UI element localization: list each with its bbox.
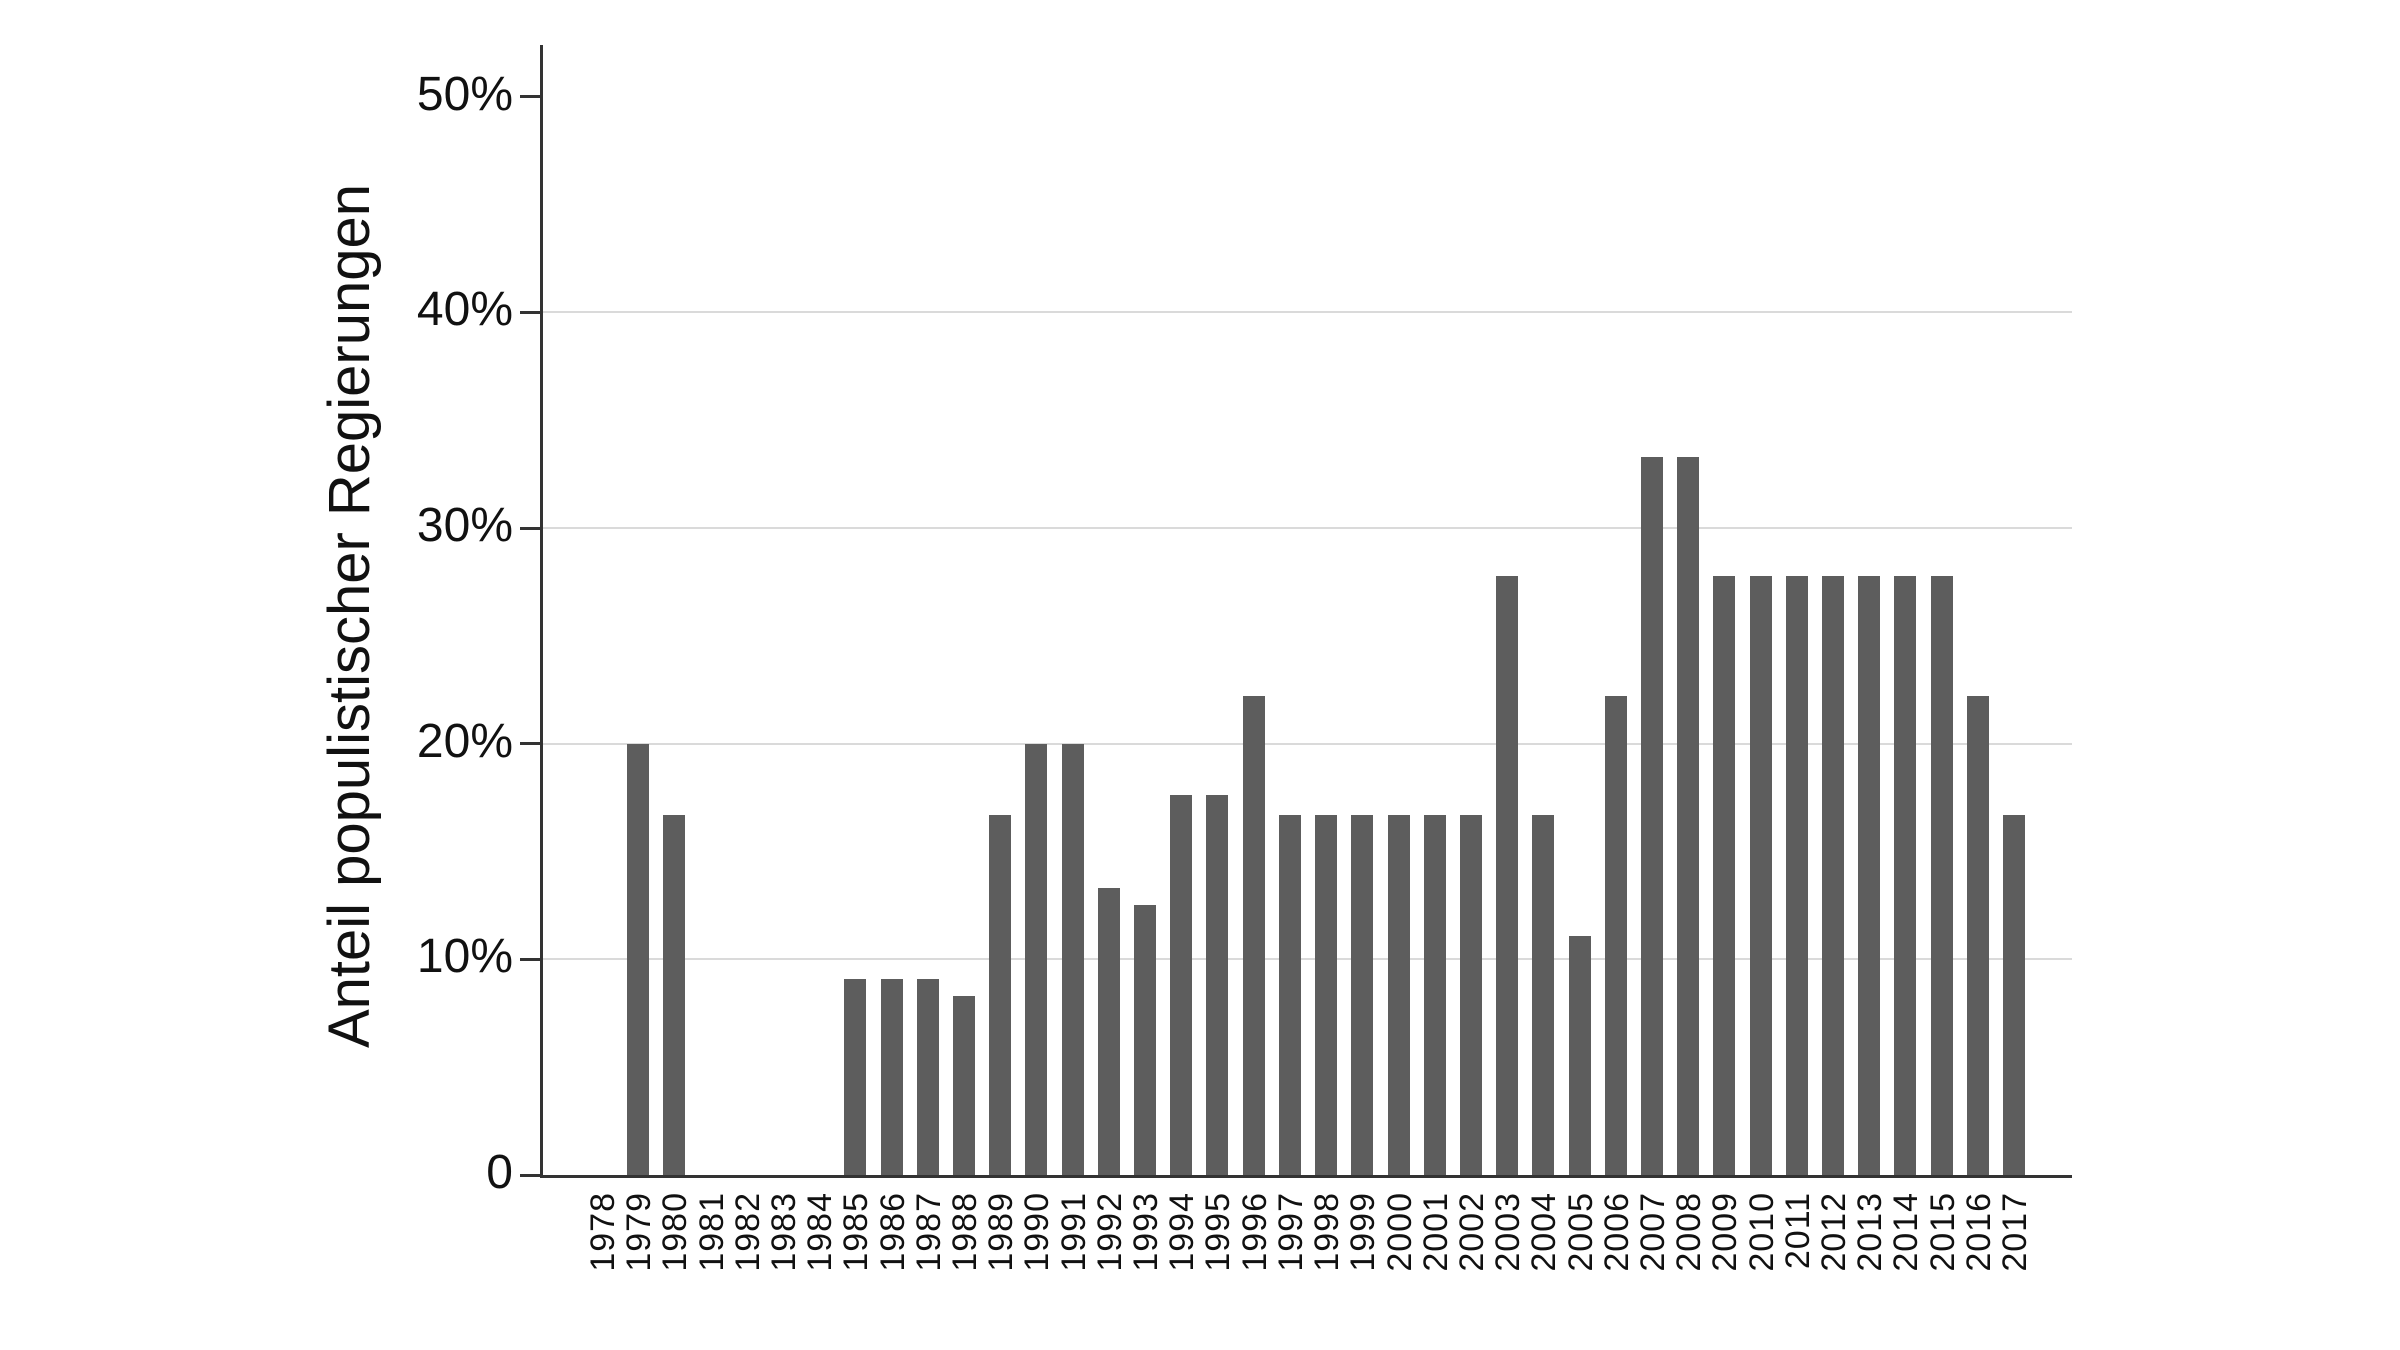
y-tick-40: [520, 310, 540, 314]
x-tick-label-2004: 2004: [1525, 1192, 1564, 1272]
x-tick-label-1999: 1999: [1344, 1192, 1383, 1272]
bar-1980: [663, 814, 686, 1175]
x-tick-label-1996: 1996: [1235, 1192, 1274, 1272]
x-tick-label-2008: 2008: [1670, 1192, 1709, 1272]
bar-1987: [916, 978, 939, 1175]
bar-1999: [1351, 814, 1374, 1175]
bar-1997: [1278, 814, 1301, 1175]
x-tick-label-1984: 1984: [801, 1192, 840, 1272]
plot-area: [520, 45, 2072, 1178]
bar-1989: [989, 814, 1012, 1175]
x-tick-label-2002: 2002: [1452, 1192, 1491, 1272]
bar-1995: [1206, 795, 1229, 1175]
bar-1992: [1097, 888, 1120, 1175]
x-tick-label-1981: 1981: [692, 1192, 731, 1272]
y-tick-0: [520, 1173, 540, 1177]
x-tick-label-2001: 2001: [1416, 1192, 1455, 1272]
y-tick-label-0: 0: [486, 1146, 513, 1199]
x-tick-label-2012: 2012: [1814, 1192, 1853, 1272]
bar-1985: [844, 978, 867, 1175]
x-tick-label-1998: 1998: [1308, 1192, 1347, 1272]
x-tick-label-2005: 2005: [1561, 1192, 1600, 1272]
x-tick-label-2017: 2017: [1996, 1192, 2034, 1272]
x-tick-label-1991: 1991: [1054, 1192, 1093, 1272]
x-tick-label-2000: 2000: [1380, 1192, 1419, 1272]
bar-1993: [1134, 905, 1157, 1175]
y-tick-label-20: 20%: [416, 714, 513, 768]
bar-2005: [1568, 935, 1591, 1175]
x-tick-label-2016: 2016: [1959, 1192, 1998, 1272]
y-tick-50: [520, 95, 540, 99]
x-tick-label-1993: 1993: [1127, 1192, 1166, 1272]
x-tick-label-1995: 1995: [1199, 1192, 1238, 1272]
x-tick-label-2015: 2015: [1923, 1192, 1962, 1272]
bar-2001: [1423, 814, 1446, 1175]
bar-2008: [1677, 456, 1700, 1175]
gridline-10: [543, 958, 2072, 961]
bar-2015: [1930, 575, 1953, 1175]
y-tick-20: [520, 742, 540, 746]
y-tick-label-50: 50%: [416, 67, 513, 121]
bar-2009: [1713, 575, 1736, 1175]
bar-1991: [1061, 743, 1084, 1175]
bar-1996: [1242, 696, 1265, 1175]
x-axis-line: [540, 1175, 2072, 1178]
x-tick-label-1983: 1983: [765, 1192, 804, 1272]
bar-2014: [1894, 575, 1917, 1175]
x-tick-label-2013: 2013: [1851, 1192, 1890, 1272]
x-tick-label-1980: 1980: [656, 1192, 695, 1272]
x-tick-label-2007: 2007: [1633, 1192, 1672, 1272]
bar-1990: [1025, 743, 1048, 1175]
x-tick-label-1992: 1992: [1090, 1192, 1129, 1272]
y-tick-10: [520, 957, 540, 961]
gridline-30: [543, 527, 2072, 530]
x-tick-label-2011: 2011: [1778, 1192, 1817, 1270]
gridline-40: [543, 311, 2072, 314]
bar-1979: [627, 743, 650, 1175]
bar-2000: [1387, 814, 1410, 1175]
x-tick-label-1997: 1997: [1271, 1192, 1310, 1272]
y-axis-line: [540, 45, 543, 1178]
bar-2002: [1459, 814, 1482, 1175]
bar-2004: [1532, 814, 1555, 1175]
bar-1986: [880, 978, 903, 1175]
x-tick-label-1990: 1990: [1018, 1192, 1057, 1272]
bar-2010: [1749, 575, 1772, 1175]
x-tick-label-2003: 2003: [1489, 1192, 1528, 1272]
x-tick-labels: 1978 1979 1980 1981 1982 1983 1984 1985 1986 1987…: [543, 1192, 2072, 1322]
bar-1998: [1315, 814, 1338, 1175]
bar-2007: [1640, 456, 1663, 1175]
bar-2017: [2003, 814, 2025, 1175]
x-tick-label-1986: 1986: [873, 1192, 912, 1272]
bar-1994: [1170, 795, 1193, 1175]
x-tick-label-1979: 1979: [620, 1192, 659, 1272]
bar-2012: [1821, 575, 1844, 1175]
x-tick-label-1989: 1989: [982, 1192, 1021, 1272]
y-tick-label-10: 10%: [416, 930, 513, 984]
y-tick-label-30: 30%: [416, 499, 513, 553]
gridline-20: [543, 742, 2072, 745]
bar-2006: [1604, 696, 1627, 1175]
x-tick-label-1978: 1978: [584, 1192, 622, 1272]
x-tick-label-1988: 1988: [946, 1192, 985, 1272]
y-tick-30: [520, 526, 540, 530]
x-tick-label-1985: 1985: [837, 1192, 876, 1272]
y-tick-labels: 50% 40% 30% 20% 10% 0: [0, 45, 513, 1196]
x-tick-label-1987: 1987: [909, 1192, 948, 1272]
y-tick-label-40: 40%: [416, 283, 513, 337]
bar-2011: [1785, 575, 1808, 1175]
bar-2013: [1858, 575, 1881, 1175]
x-tick-label-2014: 2014: [1887, 1192, 1926, 1272]
x-tick-label-1994: 1994: [1163, 1192, 1202, 1272]
bar-2016: [1966, 696, 1989, 1175]
bar-2003: [1496, 575, 1519, 1175]
bar-1988: [953, 996, 976, 1175]
x-tick-label-2009: 2009: [1706, 1192, 1745, 1272]
x-tick-label-1982: 1982: [728, 1192, 767, 1272]
x-tick-label-2006: 2006: [1597, 1192, 1636, 1272]
x-tick-label-2010: 2010: [1742, 1192, 1781, 1272]
